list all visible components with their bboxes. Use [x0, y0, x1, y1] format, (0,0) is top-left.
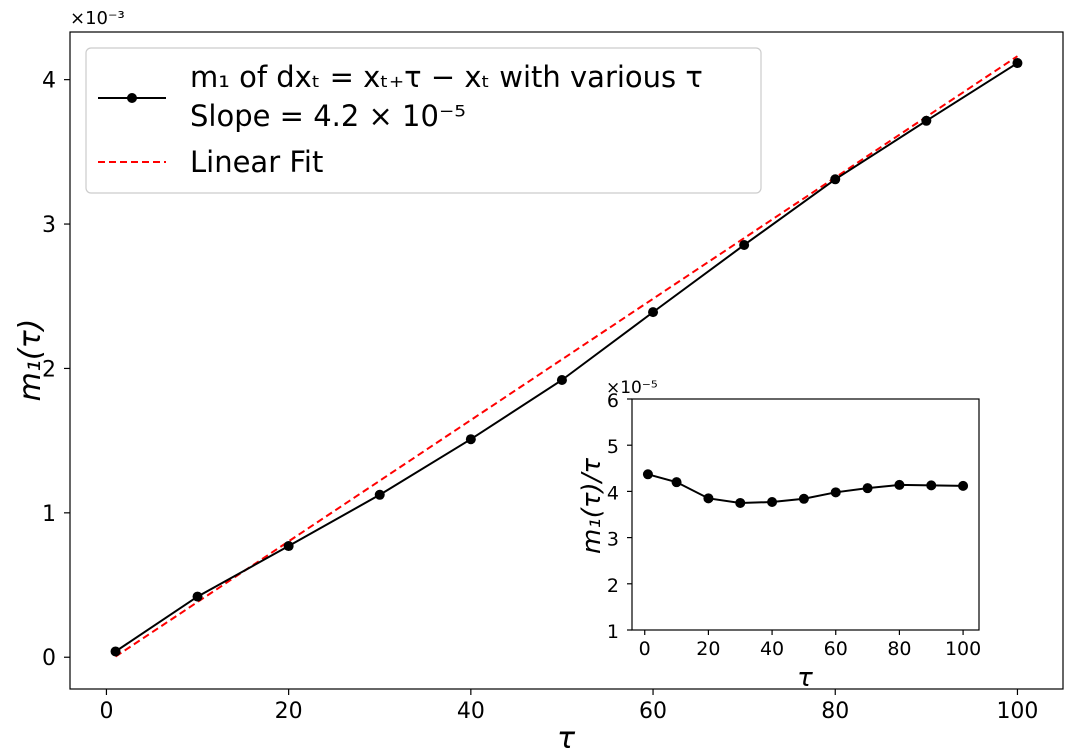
- inset-x-tick-label: 20: [696, 638, 720, 660]
- main-x-tick-label: 40: [457, 699, 485, 724]
- inset-plot-background: [632, 399, 979, 630]
- main-series-point: [283, 541, 294, 552]
- main-series-point: [739, 239, 750, 250]
- main-y-tick-label: 4: [42, 69, 56, 94]
- main-y-tick-label: 2: [42, 357, 56, 382]
- inset-series-point: [958, 480, 969, 491]
- inset-y-multiplier: ×10⁻⁵: [606, 378, 658, 398]
- main-y-multiplier: ×10⁻³: [70, 8, 125, 29]
- inset-x-ticks: 0 20 40 60 80 100: [639, 630, 981, 660]
- inset-series-point: [926, 480, 937, 491]
- inset-x-tick-label: 60: [824, 638, 848, 660]
- inset-series-point: [671, 477, 682, 488]
- main-y-tick-label: 0: [42, 646, 56, 671]
- inset-plot-frame: [631, 398, 980, 631]
- inset-series-point: [703, 493, 714, 504]
- main-y-tick-label: 1: [42, 502, 56, 527]
- main-series-point: [830, 174, 841, 185]
- inset-y-axis-label: m₁(τ)/τ: [577, 458, 607, 554]
- legend-label-slope: Slope = 4.2 × 10⁻⁵: [190, 99, 466, 133]
- main-series-point: [192, 591, 203, 602]
- main-x-tick-label: 100: [996, 699, 1038, 724]
- main-series-point: [556, 374, 567, 385]
- legend-box: [85, 47, 762, 194]
- inset-y-tick-label: 5: [607, 436, 619, 458]
- main-y-axis-label: m₁(τ): [13, 319, 48, 402]
- inset-series-point: [735, 497, 746, 508]
- main-x-tick-label: 80: [821, 699, 849, 724]
- main-series-point: [110, 646, 121, 657]
- main-series-point: [648, 307, 659, 318]
- inset-series-point: [894, 479, 905, 490]
- inset-x-tick-label: 100: [945, 638, 981, 660]
- main-plot-frame: [69, 31, 1064, 690]
- main-y-tick-label: 3: [42, 213, 56, 238]
- legend-marker-data: [127, 93, 137, 103]
- main-x-tick-label: 0: [99, 699, 113, 724]
- inset-series-point: [862, 483, 873, 494]
- inset-y-tick-label: 3: [607, 529, 619, 551]
- inset-series-point: [642, 469, 653, 480]
- main-x-axis-label: τ: [557, 721, 576, 753]
- main-series-point: [374, 489, 385, 500]
- inset-series: [642, 469, 969, 508]
- main-series-point: [1012, 58, 1023, 69]
- legend-label-data: m₁ of dxₜ = xₜ₊τ − xₜ with various τ: [190, 60, 703, 94]
- main-y-ticks: 0 1 2 3 4: [42, 69, 70, 671]
- inset-x-tick-label: 0: [639, 638, 651, 660]
- inset-x-axis-label: τ: [797, 663, 813, 693]
- linear-fit-line: [114, 55, 1019, 658]
- inset-plot: 0 20 40 60 80 100 1 2 3 4 5 6 ×10⁻⁵ τ m₁(τ)/τ: [577, 378, 981, 693]
- main-x-tick-label: 60: [639, 699, 667, 724]
- legend-label-fit: Linear Fit: [190, 145, 323, 179]
- inset-y-ticks: 1 2 3 4 5 6: [607, 390, 632, 643]
- inset-y-tick-label: 4: [607, 482, 619, 504]
- inset-series-point: [830, 487, 841, 498]
- legend: m₁ of dxₜ = xₜ₊τ − xₜ with various τ Slo…: [85, 47, 762, 194]
- main-series-point: [465, 434, 476, 445]
- inset-series-point: [767, 497, 778, 508]
- inset-series-point: [798, 493, 809, 504]
- inset-y-tick-label: 1: [607, 621, 619, 643]
- main-x-ticks: 0 20 40 60 80 100: [99, 689, 1038, 724]
- main-series-point: [921, 115, 932, 126]
- main-series: [110, 55, 1023, 658]
- inset-x-tick-label: 80: [887, 638, 911, 660]
- main-x-tick-label: 20: [275, 699, 303, 724]
- inset-y-tick-label: 6: [607, 390, 619, 412]
- inset-x-tick-label: 40: [760, 638, 784, 660]
- inset-y-tick-label: 2: [607, 575, 619, 597]
